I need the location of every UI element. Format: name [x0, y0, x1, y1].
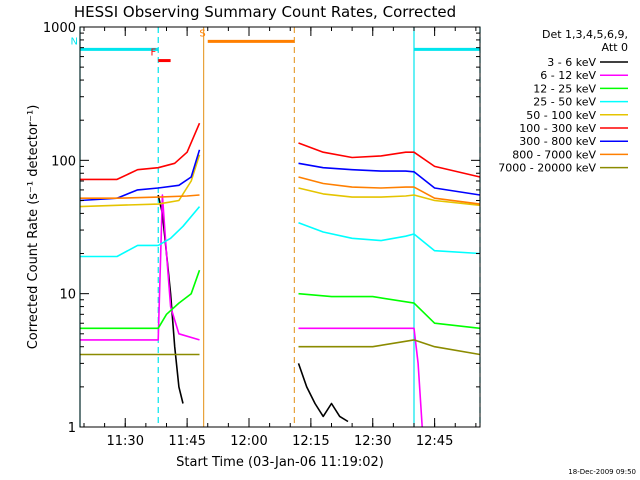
x-tick-label: 12:45 [416, 434, 453, 449]
legend-label: 12 - 25 keV [533, 82, 596, 95]
series-line [80, 206, 201, 258]
y-tick-label: 100 [51, 154, 76, 169]
x-tick-label: 12:15 [292, 434, 329, 449]
series-line [79, 154, 201, 208]
y-tick-label: 1 [68, 421, 76, 436]
legend-label: 3 - 6 keV [547, 56, 596, 69]
y-tick-label: 10 [59, 288, 76, 303]
series-line [298, 292, 481, 330]
x-tick-label: 12:30 [354, 434, 391, 449]
y-axis-label: Corrected Count Rate (s⁻¹ detector⁻¹) [26, 105, 41, 350]
series-line [298, 327, 423, 428]
legend-label: 800 - 7000 keV [512, 148, 596, 161]
y-axis: 1 10 100 1000 [43, 21, 480, 436]
x-tick-label: 11:30 [107, 434, 144, 449]
series-lines [79, 122, 481, 428]
flag-label: N [71, 36, 78, 47]
series-line [298, 176, 481, 205]
series-line [297, 363, 349, 423]
x-axis-label: Start Time (03-Jan-06 11:19:02) [176, 455, 384, 470]
legend-label: 50 - 100 keV [526, 109, 596, 122]
generation-timestamp: 18-Dec-2009 09:50 [568, 468, 636, 476]
legend-label: 100 - 300 keV [519, 122, 596, 135]
series-line [298, 222, 481, 255]
x-tick-label: 12:00 [230, 434, 267, 449]
series-line [298, 187, 481, 207]
flag-label: S [199, 28, 205, 39]
y-tick-label: 1000 [43, 21, 76, 36]
series-line [80, 122, 201, 181]
legend-label: 7000 - 20000 keV [498, 162, 596, 175]
legend-label: 300 - 800 keV [519, 135, 596, 148]
series-line [80, 194, 200, 199]
x-tick-label: 11:45 [168, 434, 205, 449]
flag-label: F [150, 48, 156, 59]
observing-flags: N F S [71, 28, 480, 63]
plot-frame [79, 26, 481, 428]
x-axis: 11:30 11:45 12:00 12:15 12:30 12:45 [83, 27, 477, 449]
legend-label: 6 - 12 keV [540, 69, 596, 82]
series-line [298, 162, 481, 196]
series-line [80, 194, 200, 341]
series-line [298, 142, 481, 178]
series-line [298, 339, 481, 356]
legend-header-line-1: Det 1,3,4,5,6,9, [542, 28, 628, 41]
chart-title: HESSI Observing Summary Count Rates, Cor… [74, 3, 456, 21]
series-line [80, 269, 201, 330]
legend-header-line-2: Att 0 [602, 41, 628, 54]
legend-label: 25 - 50 keV [533, 96, 596, 109]
